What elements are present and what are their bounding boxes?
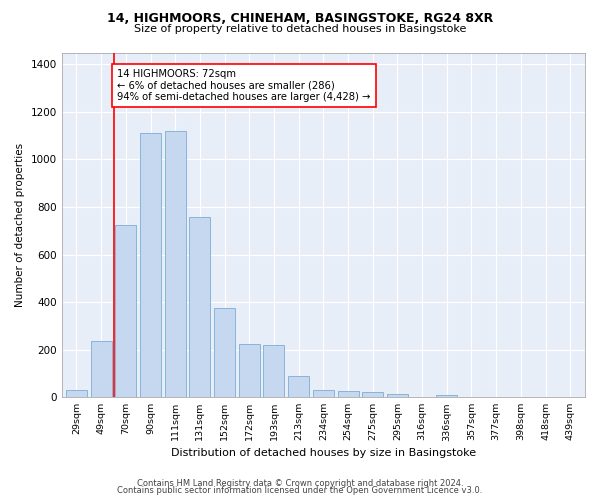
Bar [214, 308, 235, 397]
Text: 14 HIGHMOORS: 72sqm
← 6% of detached houses are smaller (286)
94% of semi-detach: 14 HIGHMOORS: 72sqm ← 6% of detached hou… [117, 69, 371, 102]
Text: Contains public sector information licensed under the Open Government Licence v3: Contains public sector information licen… [118, 486, 482, 495]
Bar [140, 134, 161, 397]
Text: Size of property relative to detached houses in Basingstoke: Size of property relative to detached ho… [134, 24, 466, 34]
Bar [288, 376, 309, 397]
Bar [239, 344, 260, 397]
Bar [338, 392, 359, 397]
Bar [387, 394, 408, 397]
Y-axis label: Number of detached properties: Number of detached properties [15, 143, 25, 307]
Text: Contains HM Land Registry data © Crown copyright and database right 2024.: Contains HM Land Registry data © Crown c… [137, 478, 463, 488]
Bar [263, 345, 284, 397]
Bar [66, 390, 87, 397]
Bar [91, 342, 112, 397]
Bar [115, 225, 136, 397]
Text: 14, HIGHMOORS, CHINEHAM, BASINGSTOKE, RG24 8XR: 14, HIGHMOORS, CHINEHAM, BASINGSTOKE, RG… [107, 12, 493, 24]
Bar [362, 392, 383, 397]
Bar [436, 395, 457, 397]
Bar [190, 216, 211, 397]
Bar [313, 390, 334, 397]
X-axis label: Distribution of detached houses by size in Basingstoke: Distribution of detached houses by size … [171, 448, 476, 458]
Bar [165, 131, 186, 397]
